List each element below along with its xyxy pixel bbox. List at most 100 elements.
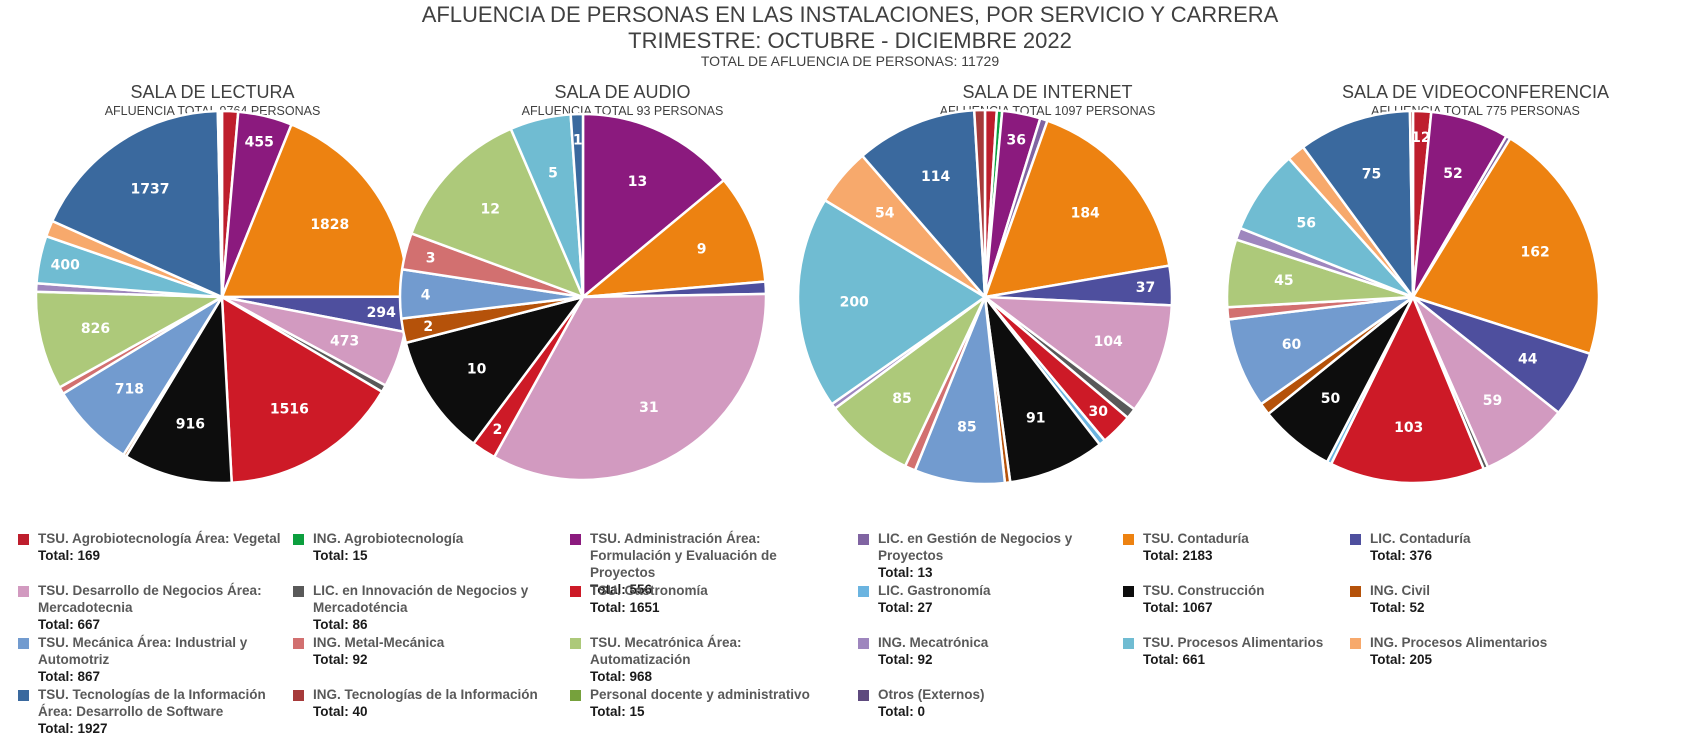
pie-data-label: 9 xyxy=(697,242,707,258)
legend-total: Total: 92 xyxy=(878,652,933,667)
pie-data-label: 56 xyxy=(1297,215,1316,231)
chart-title: SALA DE AUDIO xyxy=(554,82,691,102)
legend-swatch xyxy=(858,534,869,545)
legend-total: Total: 1651 xyxy=(590,600,660,615)
pie-slice xyxy=(833,295,987,468)
pie-slice xyxy=(1227,295,1415,406)
legend-label: TSU. Tecnologías de la Información Área:… xyxy=(38,687,266,719)
legend-swatch xyxy=(293,638,304,649)
legend-label: ING. Procesos Alimentarios xyxy=(1370,635,1548,650)
legend-total: Total: 169 xyxy=(38,548,101,563)
legend-swatch xyxy=(1350,638,1361,649)
legend-label: Otros (Externos) xyxy=(878,687,985,702)
pie-slice xyxy=(983,295,1101,484)
pie-data-label: 30 xyxy=(1089,404,1109,420)
legend-swatch xyxy=(1123,638,1134,649)
pie-data-label: 54 xyxy=(875,206,895,222)
legend-total: Total: 0 xyxy=(878,704,925,719)
legend-label: ING. Metal-Mecánica xyxy=(313,635,445,650)
pie-data-label: 2 xyxy=(423,319,433,335)
pie-data-label: 114 xyxy=(921,169,950,185)
legend-swatch xyxy=(18,690,29,701)
legend-label: TSU. Procesos Alimentarios xyxy=(1143,635,1324,650)
pie-slice xyxy=(1408,109,1415,299)
legend-swatch xyxy=(293,690,304,701)
legend-swatch xyxy=(570,586,581,597)
pie-data-label: 75 xyxy=(1362,167,1381,183)
legend-total: Total: 13 xyxy=(878,565,933,580)
legend-total: Total: 92 xyxy=(313,652,368,667)
legend-total: Total: 1927 xyxy=(38,721,108,736)
pie-slice xyxy=(983,119,1171,299)
pie-data-label: 1828 xyxy=(310,217,349,233)
pie-data-label: 103 xyxy=(1394,420,1423,436)
pie-slice xyxy=(972,108,987,299)
pie-data-label: 294 xyxy=(367,305,396,321)
legend-label: ING. Mecatrónica xyxy=(878,635,989,650)
pie-slice xyxy=(404,295,585,445)
legend-total: Total: 556 xyxy=(590,582,653,597)
pie-slice xyxy=(861,109,987,299)
legend-total: Total: 27 xyxy=(878,600,933,615)
pie-data-label: 826 xyxy=(81,321,110,337)
pie-data-label: 473 xyxy=(330,334,359,350)
legend-label: TSU. Agrobiotecnología Área: Vegetal xyxy=(38,531,281,546)
pie-slice xyxy=(581,178,767,299)
pie-data-label: 718 xyxy=(115,382,144,398)
total-line: TOTAL DE AFLUENCIA DE PERSONAS: 11729 xyxy=(700,53,1000,69)
pie-data-label: 200 xyxy=(840,294,869,310)
pie-data-label: 2 xyxy=(493,422,503,438)
pie-data-label: 13 xyxy=(628,174,647,190)
legend-swatch xyxy=(293,534,304,545)
main-title: AFLUENCIA DE PERSONAS EN LAS INSTALACION… xyxy=(421,2,1279,27)
pie-data-label: 12 xyxy=(1411,130,1430,146)
legend-total: Total: 15 xyxy=(313,548,368,563)
pie-slice xyxy=(220,295,384,484)
pie-slice xyxy=(569,112,585,299)
legend-label: ING. Tecnologías de la Información xyxy=(313,687,538,702)
chart-title: SALA DE LECTURA xyxy=(130,82,295,102)
pie-svg: 12 52 162 44 59 103 50 60 45 56 75 xyxy=(1225,109,1601,485)
legend-swatch xyxy=(570,638,581,649)
pie-chart-sala-lectura: SALA DE LECTURA AFLUENCIA TOTAL 9764 PER… xyxy=(0,82,425,522)
pie-data-label: 400 xyxy=(51,258,80,274)
legend-swatch xyxy=(570,690,581,701)
pie-data-label: 45 xyxy=(1274,273,1293,289)
pie-data-label: 59 xyxy=(1483,393,1502,409)
pie-data-label: 36 xyxy=(1007,132,1026,148)
legend-swatch xyxy=(18,638,29,649)
legend-total: Total: 661 xyxy=(1143,652,1206,667)
legend-total: Total: 1067 xyxy=(1143,600,1213,615)
legend-swatch xyxy=(858,586,869,597)
pie-data-label: 91 xyxy=(1026,411,1045,427)
legend-label: LIC. Contaduría xyxy=(1370,531,1471,546)
pie-data-label: 10 xyxy=(467,361,487,377)
pie-data-label: 916 xyxy=(176,416,205,432)
pie-slice xyxy=(796,199,987,406)
legend-swatch xyxy=(1350,586,1361,597)
pie-data-label: 1 xyxy=(573,133,583,149)
legend-swatch xyxy=(570,534,581,545)
legend-total: Total: 52 xyxy=(1370,600,1425,615)
legend-label: TSU. Construcción xyxy=(1143,583,1265,598)
pie-chart-sala-internet: SALA DE INTERNET AFLUENCIA TOTAL 1097 PE… xyxy=(796,82,1260,522)
legend-label: ING. Civil xyxy=(1370,583,1431,598)
legend-total: Total: 376 xyxy=(1370,548,1433,563)
legend-total: Total: 205 xyxy=(1370,652,1433,667)
legend-label: LIC. Gastronomía xyxy=(878,583,991,598)
pie-slice xyxy=(581,112,726,299)
pie-svg: 455 1828 294 473 1516 916 718 826 400 1737 xyxy=(34,109,410,485)
legend-total: Total: 15 xyxy=(590,704,645,719)
legend-label: ING. Agrobiotecnología xyxy=(313,531,464,546)
legend-label: LIC. en Gestión de Negocios y Proyectos xyxy=(878,531,1073,563)
pie-slice xyxy=(218,109,224,299)
pie-data-label: 162 xyxy=(1520,245,1549,261)
pie-data-label: 455 xyxy=(245,134,274,150)
pie-slice xyxy=(1301,109,1415,299)
chart-title: SALA DE VIDEOCONFERENCIA xyxy=(1341,82,1610,102)
legend-total: Total: 40 xyxy=(313,704,368,719)
chart-title: SALA DE INTERNET xyxy=(962,82,1133,102)
legend-swatch xyxy=(293,586,304,597)
pie-slice xyxy=(1329,295,1485,485)
legend: TSU. Agrobiotecnología Área: Vegetal Tota… xyxy=(0,530,1700,745)
